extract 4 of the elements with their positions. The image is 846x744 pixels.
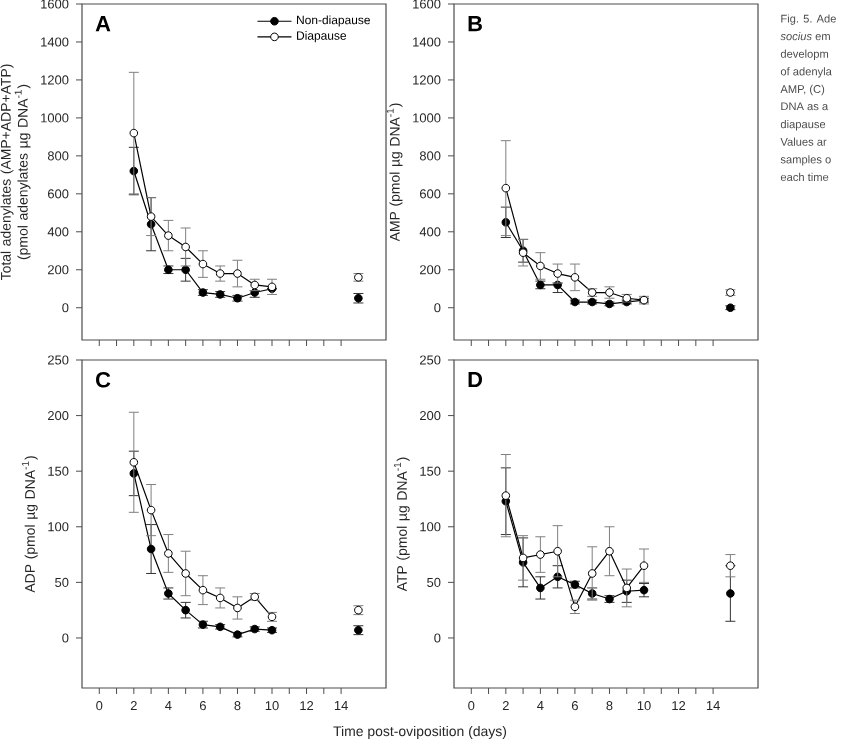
chart-title: B <box>468 16 482 32</box>
chart-title: C <box>96 371 111 388</box>
chart-title: A <box>95 16 111 32</box>
chart-title: D <box>468 371 483 388</box>
